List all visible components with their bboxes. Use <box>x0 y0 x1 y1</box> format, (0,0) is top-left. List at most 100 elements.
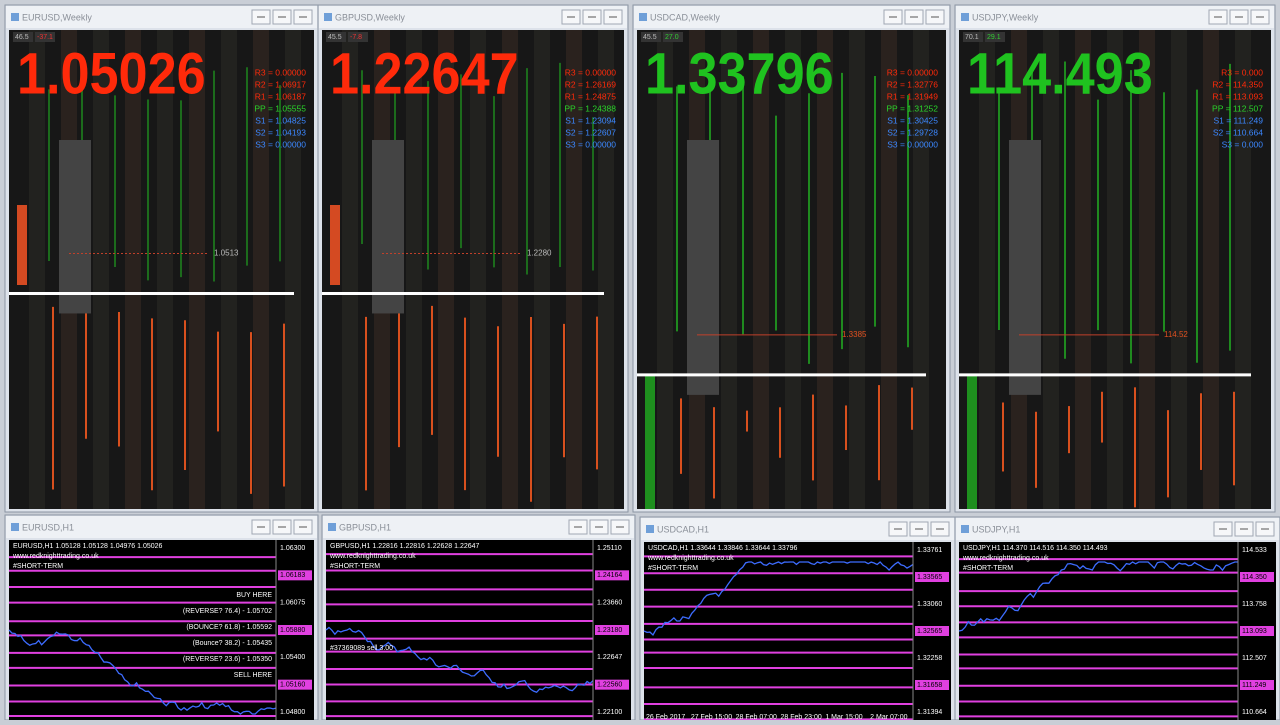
window-icon <box>961 525 969 533</box>
axis-label: 1.32565 <box>917 628 942 635</box>
axis-label: 1.33060 <box>917 601 942 608</box>
window-icon <box>639 13 647 21</box>
corner-label: 46.5 <box>15 34 29 41</box>
current-price: 1.05026 <box>17 41 206 106</box>
column-band <box>849 30 865 509</box>
pivot-level: R1 = 1.24875 <box>565 91 617 101</box>
corner-label: 29.1 <box>987 34 1001 41</box>
chart-header: GBPUSD,H1 1.22816 1.22816 1.22628 1.2264… <box>330 543 480 550</box>
corner-label: -7.8 <box>350 34 362 41</box>
level-label: 1.3385 <box>842 330 867 339</box>
column-band <box>29 30 45 509</box>
corner-box <box>641 32 661 42</box>
column-band <box>93 30 109 509</box>
window-title: EURUSD,H1 <box>22 522 74 532</box>
column-band <box>657 30 673 509</box>
window-icon <box>961 13 969 21</box>
axis-label: 110.664 <box>1242 709 1267 716</box>
trade-note: SELL HERE <box>234 672 273 679</box>
axis-label-box <box>1240 653 1274 663</box>
axis-label-box <box>915 626 949 636</box>
corner-box <box>348 32 368 42</box>
axis-label: 113.093 <box>1242 628 1267 635</box>
current-price: 1.22647 <box>330 41 519 106</box>
column-band <box>342 30 358 509</box>
pivot-level: R1 = 1.06187 <box>255 91 307 101</box>
price-series <box>325 626 594 694</box>
date-label: 27 Feb 15:00 <box>691 714 732 720</box>
axis-label-box <box>915 599 949 609</box>
axis-label: 112.507 <box>1242 655 1267 662</box>
chart-window: GBPUSD,H1 GBPUSD,H1 1.22816 1.22816 1.226… <box>321 514 636 721</box>
level-label: 114.52 <box>1164 330 1188 339</box>
window-icon <box>324 13 332 21</box>
axis-label: 111.249 <box>1242 682 1266 689</box>
corner-label: -37.1 <box>37 34 53 41</box>
price-series <box>643 561 914 636</box>
trade-note: (Bounce? 38.2) - 1.05435 <box>193 640 272 647</box>
pivot-level: R3 = 0.00000 <box>565 67 617 77</box>
pivot-level: S2 = 1.22607 <box>565 127 616 137</box>
axis-label: 1.05160 <box>280 682 305 689</box>
column-band <box>470 30 486 509</box>
column-band <box>721 30 737 509</box>
column-band <box>1171 30 1187 509</box>
title-bar <box>6 516 317 538</box>
corner-label: 70.1 <box>965 34 979 41</box>
window-icon <box>11 523 19 531</box>
tag-label: #SHORT-TERM <box>330 563 380 570</box>
pivot-level: S2 = 110.664 <box>1213 127 1263 137</box>
axis-label-box <box>278 570 312 581</box>
current-price: 1.33796 <box>645 41 834 106</box>
tag-label: #SHORT-TERM <box>13 563 63 570</box>
column-band <box>881 30 897 509</box>
chart-window: GBPUSD,Weekly 1.2280 45.5 -7.81.22647 R3 = 0… <box>317 4 629 513</box>
value-area <box>1009 140 1041 395</box>
column-band <box>406 30 422 509</box>
level-label: 1.2280 <box>527 249 552 258</box>
pivot-level: PP = 1.05555 <box>254 103 306 113</box>
pivot-level: PP = 1.31252 <box>886 103 938 113</box>
window-title: GBPUSD,Weekly <box>335 12 405 22</box>
site-label: www.redknighttrading.co.uk <box>647 555 734 562</box>
axis-label-box <box>595 679 629 690</box>
tag-label: #SHORT-TERM <box>648 565 698 572</box>
trade-note: BUY HERE <box>236 592 272 599</box>
axis-label: 1.33565 <box>917 574 942 581</box>
pivot-level: R3 = 0.00000 <box>255 67 307 77</box>
column-band <box>285 30 301 509</box>
chart-header: EURUSD,H1 1.05128 1.05128 1.04976 1.0502… <box>13 543 163 550</box>
axis-label: 1.06300 <box>280 545 305 552</box>
pivot-level: S3 = 0.00000 <box>565 139 616 149</box>
current-price: 114.493 <box>967 41 1153 106</box>
chart-window: USDCAD,H1 USDCAD,H1 1.33644 1.33846 1.336… <box>639 516 956 721</box>
pivot-level: R2 = 1.32776 <box>887 79 939 89</box>
axis-label: 1.05880 <box>280 627 305 634</box>
chart-window: EURUSD,Weekly 1.0513 46.5 -37.11.05026 R3 = … <box>4 4 319 513</box>
chart-header: USDCAD,H1 1.33644 1.33846 1.33644 1.3379… <box>648 545 798 552</box>
tag-label: #SHORT-TERM <box>963 565 1013 572</box>
pivot-level: S1 = 111.249 <box>1213 115 1263 125</box>
column-band <box>157 30 173 509</box>
column-band <box>1075 30 1091 509</box>
column-band <box>913 30 929 509</box>
axis-label-box <box>595 707 629 717</box>
window-title: USDJPY,H1 <box>972 524 1020 534</box>
date-label: 28 Feb 23:00 <box>781 714 822 720</box>
pivot-level: PP = 1.24388 <box>564 103 616 113</box>
window-icon <box>328 523 336 531</box>
price-series <box>8 629 277 715</box>
column-band <box>125 30 141 509</box>
column-band <box>598 30 614 509</box>
axis-label-box <box>1240 545 1274 555</box>
trade-note: (BOUNCE? 61.8) - 1.05592 <box>186 624 272 631</box>
pivot-level: S3 = 0.000 <box>1222 139 1264 149</box>
window-icon <box>11 13 19 21</box>
axis-label: 1.22560 <box>597 682 622 689</box>
pivot-level: R1 = 113.093 <box>1212 91 1263 101</box>
axis-label: 113.758 <box>1242 601 1267 608</box>
chart-header: USDJPY,H1 114.370 114.516 114.350 114.49… <box>963 545 1108 552</box>
column-band <box>979 30 995 509</box>
title-bar <box>641 518 954 540</box>
corner-box <box>326 32 346 42</box>
